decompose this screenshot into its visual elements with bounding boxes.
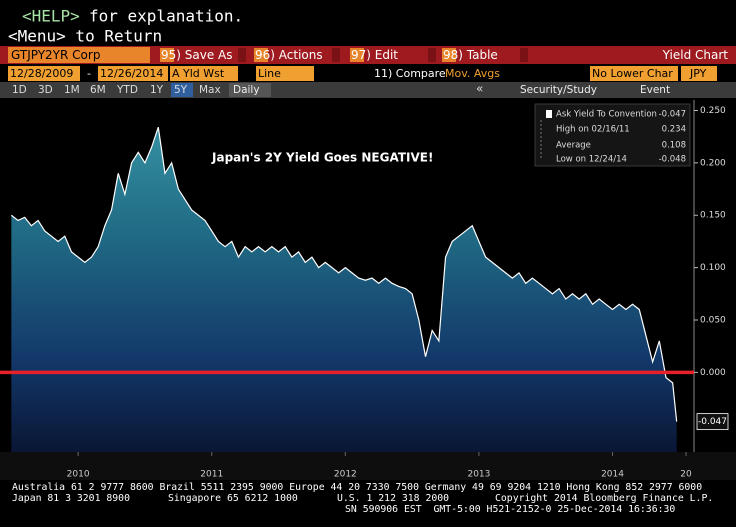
period-button[interactable]: 3D: [38, 84, 53, 96]
y-tick-label: 0.150: [700, 211, 726, 221]
stats-box: [534, 103, 691, 167]
stats-swatch: [546, 110, 552, 118]
period-button[interactable]: 1D: [12, 84, 27, 96]
y-tick-label: 0.200: [700, 158, 726, 168]
toolbar-button[interactable]: [442, 48, 456, 62]
periods-bar: [0, 82, 736, 98]
period-button[interactable]: YTD: [116, 84, 138, 96]
x-tick-label: 2010: [67, 470, 90, 480]
control-field[interactable]: [681, 66, 717, 81]
x-tick-label: 20: [680, 470, 692, 480]
yield-line: [10, 127, 678, 422]
toolbar-button-label: 96) Actions: [255, 48, 323, 62]
currency: JPY: [689, 67, 707, 80]
period-selected[interactable]: [171, 83, 193, 97]
period-button[interactable]: 1M: [64, 84, 80, 96]
frequency: Daily: [233, 84, 260, 96]
x-tick-label: 2011: [200, 470, 223, 480]
annotation: Japan's 2Y Yield Goes NEGATIVE!: [211, 151, 433, 165]
control-field[interactable]: [98, 66, 168, 81]
control-field[interactable]: [8, 66, 80, 81]
x-tick-label: 2013: [467, 470, 490, 480]
stats-value: -0.047: [659, 110, 686, 120]
end-date: 12/26/2014: [100, 67, 163, 80]
date-separator: -: [87, 67, 91, 80]
footer-text: U.S. 1 212 318 2000: [337, 493, 449, 504]
stats-label: Low on 12/24/14: [556, 155, 627, 165]
x-axis-band: [0, 452, 736, 480]
control-field[interactable]: [590, 66, 678, 81]
toolbar-dropdown[interactable]: [520, 48, 528, 62]
chart-style: Line: [258, 67, 281, 80]
toolbar-button[interactable]: [160, 48, 174, 62]
ticker: GTJPY2YR Corp: [11, 48, 100, 62]
control-field[interactable]: [170, 66, 238, 81]
footer-text: Copyright 2014 Bloomberg Finance L.P.: [495, 493, 713, 504]
menu-line: <Menu> to Return: [8, 27, 162, 46]
footer-text: Japan 81 3 3201 8900: [12, 493, 130, 504]
help-key: <HELP>: [22, 7, 80, 26]
frequency-box[interactable]: [229, 83, 271, 97]
compare: 11) Compare: [374, 67, 446, 80]
control-field[interactable]: [256, 66, 314, 81]
last-value-label: -0.047: [698, 417, 727, 427]
stats-value: 0.108: [662, 141, 686, 151]
toolbar-button-label: 97) Edit: [351, 48, 398, 62]
toolbar-dropdown[interactable]: [238, 48, 246, 62]
toolbar-button-label: 95) Save As: [161, 48, 233, 62]
y-tick-label: 0.250: [700, 106, 726, 116]
y-tick-label: 0.100: [700, 263, 726, 273]
event[interactable]: Event: [640, 84, 670, 96]
toolbar-button-label: 98) Table: [443, 48, 498, 62]
help-text: for explanation.: [89, 7, 243, 26]
start-date: 12/28/2009: [10, 67, 73, 80]
stats-label: High on 02/16/11: [556, 125, 630, 135]
security-study[interactable]: Security/Study: [520, 84, 597, 96]
yield-field: A Yld Wst: [172, 67, 225, 80]
toolbar-dropdown[interactable]: [428, 48, 436, 62]
toolbar-title: Yield Chart: [662, 48, 729, 62]
toolbar-bar: [0, 46, 736, 64]
footer-text: SN 590906 EST GMT-5:00 H521-2152-0 25-De…: [345, 504, 675, 515]
lower-chart: No Lower Char: [592, 67, 673, 80]
stats-label: Average: [556, 141, 591, 151]
stats-value: 0.234: [662, 125, 686, 135]
period-button[interactable]: 6M: [90, 84, 106, 96]
collapse-button[interactable]: «: [476, 82, 483, 96]
stats-value: -0.048: [659, 155, 686, 165]
footer-text: Australia 61 2 9777 8600 Brazil 5511 239…: [12, 482, 702, 493]
x-tick-label: 2014: [601, 470, 624, 480]
last-value-box: [696, 413, 729, 431]
toolbar-button[interactable]: [350, 48, 364, 62]
period-button[interactable]: 1Y: [150, 84, 164, 96]
stats-label: Ask Yield To Convention: [556, 110, 657, 120]
ticker-box[interactable]: [8, 47, 150, 63]
y-tick-label: 0.000: [700, 368, 726, 378]
footer-text: Singapore 65 6212 1000: [168, 493, 298, 504]
toolbar-button[interactable]: [254, 48, 268, 62]
period-button[interactable]: 5Y: [174, 84, 188, 96]
x-tick-label: 2012: [334, 470, 357, 480]
toolbar-dropdown[interactable]: [332, 48, 340, 62]
period-button[interactable]: Max: [199, 84, 221, 96]
studies: Mov. Avgs: [445, 67, 500, 80]
y-tick-label: 0.050: [700, 316, 726, 326]
